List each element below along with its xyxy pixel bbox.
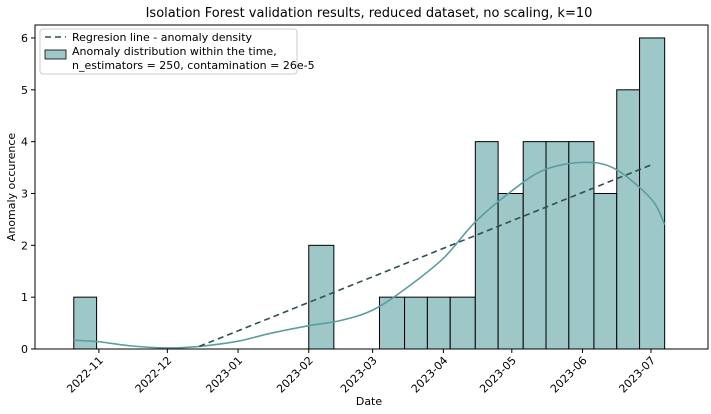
legend-regression-label: Regresion line - anomaly density bbox=[72, 31, 253, 44]
legend-bar-swatch bbox=[44, 49, 67, 60]
histogram-bar bbox=[639, 37, 666, 350]
x-tick-label: 2022-12 bbox=[133, 354, 175, 396]
x-axis: 2022-11 2022-12 2023-01 2023-02 2023-03 2023-… bbox=[64, 349, 658, 396]
histogram-bar bbox=[474, 141, 499, 350]
histogram-bar bbox=[545, 141, 570, 350]
y-axis: 0 1 2 3 4 5 6 bbox=[21, 32, 35, 356]
y-tick-label: 0 bbox=[21, 343, 28, 356]
x-axis-label: Date bbox=[356, 395, 383, 408]
histogram-bar bbox=[378, 296, 406, 350]
legend-bar-label-line2: n_estimators = 250, contamination = 26e-… bbox=[72, 59, 315, 72]
x-tick-label: 2022-11 bbox=[64, 354, 106, 396]
y-tick-label: 1 bbox=[21, 291, 28, 304]
legend: Regresion line - anomaly density Anomaly… bbox=[39, 28, 315, 75]
plot-frame bbox=[34, 24, 709, 350]
x-tick-label: 2023-06 bbox=[548, 354, 590, 396]
chart-title: Isolation Forest validation results, red… bbox=[146, 6, 593, 21]
y-tick-label: 4 bbox=[21, 136, 28, 149]
x-tick-label: 2023-05 bbox=[477, 354, 519, 396]
bars-layer bbox=[73, 37, 666, 350]
y-axis-label: Anomaly occurence bbox=[5, 133, 18, 242]
legend-box bbox=[39, 28, 298, 75]
x-tick-label: 2023-02 bbox=[274, 354, 316, 396]
y-tick-label: 3 bbox=[21, 187, 28, 200]
histogram-bar bbox=[568, 141, 595, 350]
histogram-bar bbox=[616, 89, 641, 350]
legend-bar-label-line1: Anomaly distribution within the time, bbox=[72, 45, 277, 58]
histogram-bar bbox=[593, 192, 618, 350]
histogram-bar bbox=[497, 192, 524, 350]
histogram-bar bbox=[404, 296, 428, 350]
y-tick-label: 2 bbox=[21, 239, 28, 252]
histogram-bar bbox=[426, 296, 451, 350]
x-tick-label: 2023-03 bbox=[338, 354, 380, 396]
regression-line bbox=[198, 164, 652, 348]
legend-bar-label: Anomaly distribution within the time, n_… bbox=[72, 45, 315, 72]
y-tick-label: 6 bbox=[21, 32, 28, 45]
x-tick-label: 2023-04 bbox=[409, 354, 451, 396]
x-tick-label: 2023-01 bbox=[203, 354, 245, 396]
y-tick-label: 5 bbox=[21, 84, 28, 97]
histogram-bar bbox=[522, 141, 547, 350]
kde-curve bbox=[73, 161, 666, 349]
histogram-bar bbox=[449, 296, 476, 350]
x-tick-label: 2023-07 bbox=[616, 354, 658, 396]
